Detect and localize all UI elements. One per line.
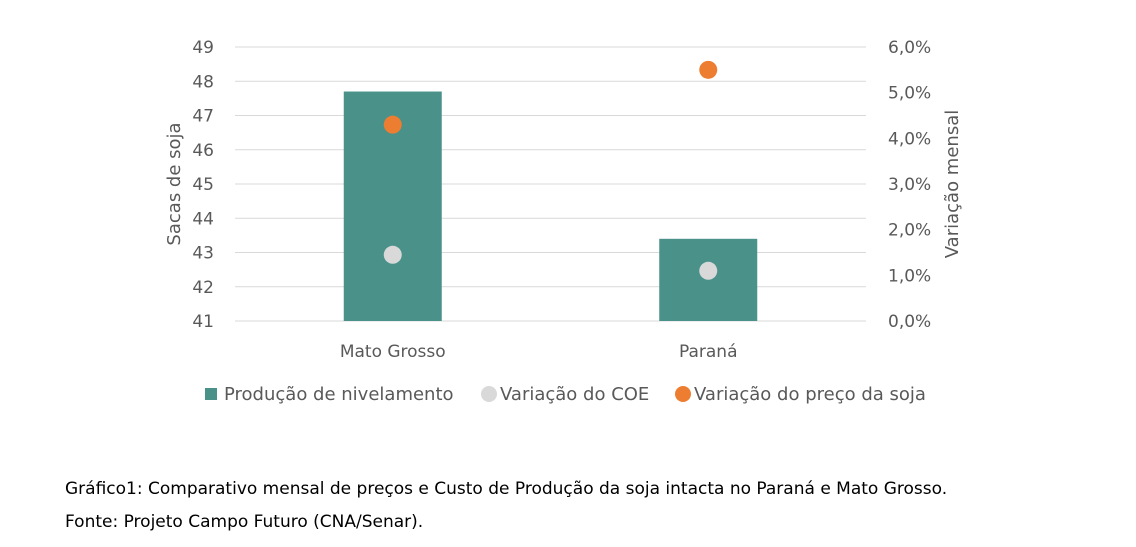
figure-caption: Gráfico1: Comparativo mensal de preços e… [65,479,948,499]
bar [659,238,758,321]
right-tick-label: 3,0% [888,175,931,195]
category-labels: Mato Grosso Paraná [340,342,738,362]
right-axis-ticks: 0,0% 1,0% 2,0% 3,0% 4,0% 5,0% 6,0% [888,38,931,332]
points [383,60,718,280]
left-tick-label: 49 [192,38,214,58]
left-tick-label: 42 [192,278,214,298]
figure-source: Fonte: Projeto Campo Futuro (CNA/Senar). [65,512,424,532]
right-tick-label: 6,0% [888,38,931,58]
right-axis-title: Variação mensal [942,110,963,258]
category-label: Paraná [679,342,738,362]
right-tick-label: 1,0% [888,266,931,286]
right-tick-label: 2,0% [888,221,931,241]
legend-swatch-coe [481,386,497,402]
legend-label-price: Variação do preço da soja [694,384,926,405]
combo-chart: 41 42 43 44 45 46 47 48 49 0,0% 1,0% 2,0% 3,0% 4,0% 5… [164,38,963,405]
point-coe [699,261,718,280]
gridlines [235,46,866,322]
left-tick-label: 45 [192,175,214,195]
legend-label-bar: Produção de nivelamento [224,384,454,405]
point-price [699,60,718,79]
left-tick-label: 44 [192,209,214,229]
category-label: Mato Grosso [340,342,446,362]
point-price [383,115,402,134]
left-tick-label: 48 [192,72,214,92]
right-tick-label: 4,0% [888,129,931,149]
legend: Produção de nivelamento Variação do COE … [205,384,926,405]
left-axis-title: Sacas de soja [164,122,185,245]
legend-swatch-bar [205,388,217,400]
legend-label-coe: Variação do COE [500,384,649,405]
left-axis-ticks: 41 42 43 44 45 46 47 48 49 [192,38,214,332]
right-tick-label: 0,0% [888,312,931,332]
right-tick-label: 5,0% [888,84,931,104]
point-coe [383,245,402,264]
left-tick-label: 41 [192,312,214,332]
legend-swatch-price [675,386,691,402]
left-tick-label: 46 [192,141,214,161]
left-tick-label: 47 [192,107,214,127]
left-tick-label: 43 [192,244,214,264]
